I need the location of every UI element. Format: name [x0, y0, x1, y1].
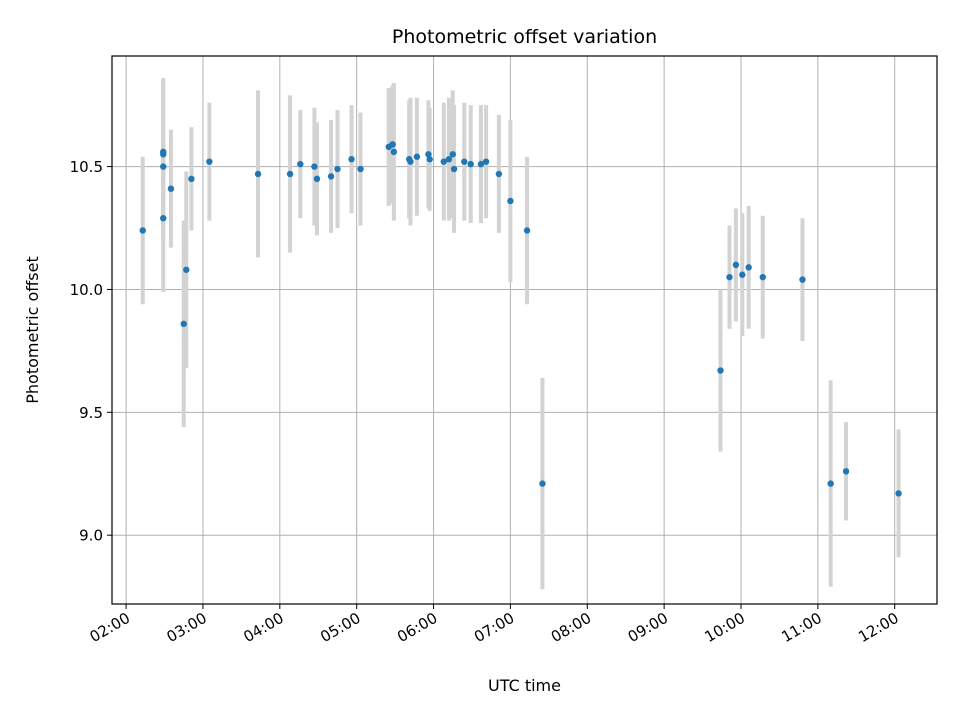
- data-point: [717, 367, 724, 374]
- y-tick-label: 10.5: [70, 158, 103, 176]
- data-point: [449, 151, 456, 158]
- data-points: [139, 141, 902, 497]
- data-point: [440, 158, 447, 165]
- chart-title: Photometric offset variation: [392, 26, 657, 48]
- data-point: [895, 490, 902, 497]
- data-point: [180, 320, 187, 328]
- data-point: [450, 165, 458, 173]
- y-axis-label: Photometric offset: [23, 256, 42, 404]
- data-point: [327, 173, 335, 180]
- y-axis: 9.0 9.5 10.0 10.5: [70, 158, 112, 545]
- data-point: [495, 170, 503, 178]
- data-point: [313, 175, 321, 183]
- data-point: [739, 271, 746, 278]
- data-point: [445, 156, 453, 163]
- data-point: [357, 165, 364, 173]
- y-tick-label: 9.0: [79, 527, 103, 545]
- data-point: [799, 276, 806, 283]
- data-point: [206, 158, 213, 165]
- data-point: [188, 175, 195, 183]
- data-point: [183, 266, 190, 273]
- data-point: [461, 158, 468, 165]
- data-point: [759, 273, 766, 281]
- data-point: [311, 163, 318, 170]
- x-axis-label: UTC time: [488, 676, 561, 695]
- data-point: [827, 480, 834, 487]
- data-point: [477, 160, 485, 168]
- y-tick-label: 10.0: [70, 281, 103, 299]
- data-point: [389, 141, 396, 148]
- data-point: [425, 151, 432, 158]
- data-point: [745, 264, 752, 271]
- data-point: [348, 156, 355, 163]
- y-tick-label: 9.5: [79, 404, 103, 422]
- data-point: [407, 158, 414, 165]
- data-point: [334, 165, 341, 173]
- data-point: [467, 160, 474, 168]
- data-point: [390, 148, 398, 156]
- data-point: [254, 170, 262, 178]
- data-point: [726, 273, 733, 281]
- data-point: [297, 160, 304, 168]
- plot-frame: [111, 55, 938, 605]
- data-point: [523, 227, 531, 234]
- data-point: [160, 214, 167, 222]
- data-point: [286, 170, 294, 178]
- data-point: [426, 156, 433, 163]
- data-point: [507, 197, 514, 205]
- data-point: [139, 227, 146, 234]
- data-point: [160, 148, 167, 156]
- data-point: [539, 480, 546, 487]
- grid: [112, 56, 937, 604]
- data-point: [413, 153, 421, 160]
- data-point: [160, 163, 167, 170]
- data-point: [732, 261, 740, 269]
- data-point: [167, 185, 175, 192]
- data-point: [482, 158, 490, 165]
- data-point: [842, 468, 850, 475]
